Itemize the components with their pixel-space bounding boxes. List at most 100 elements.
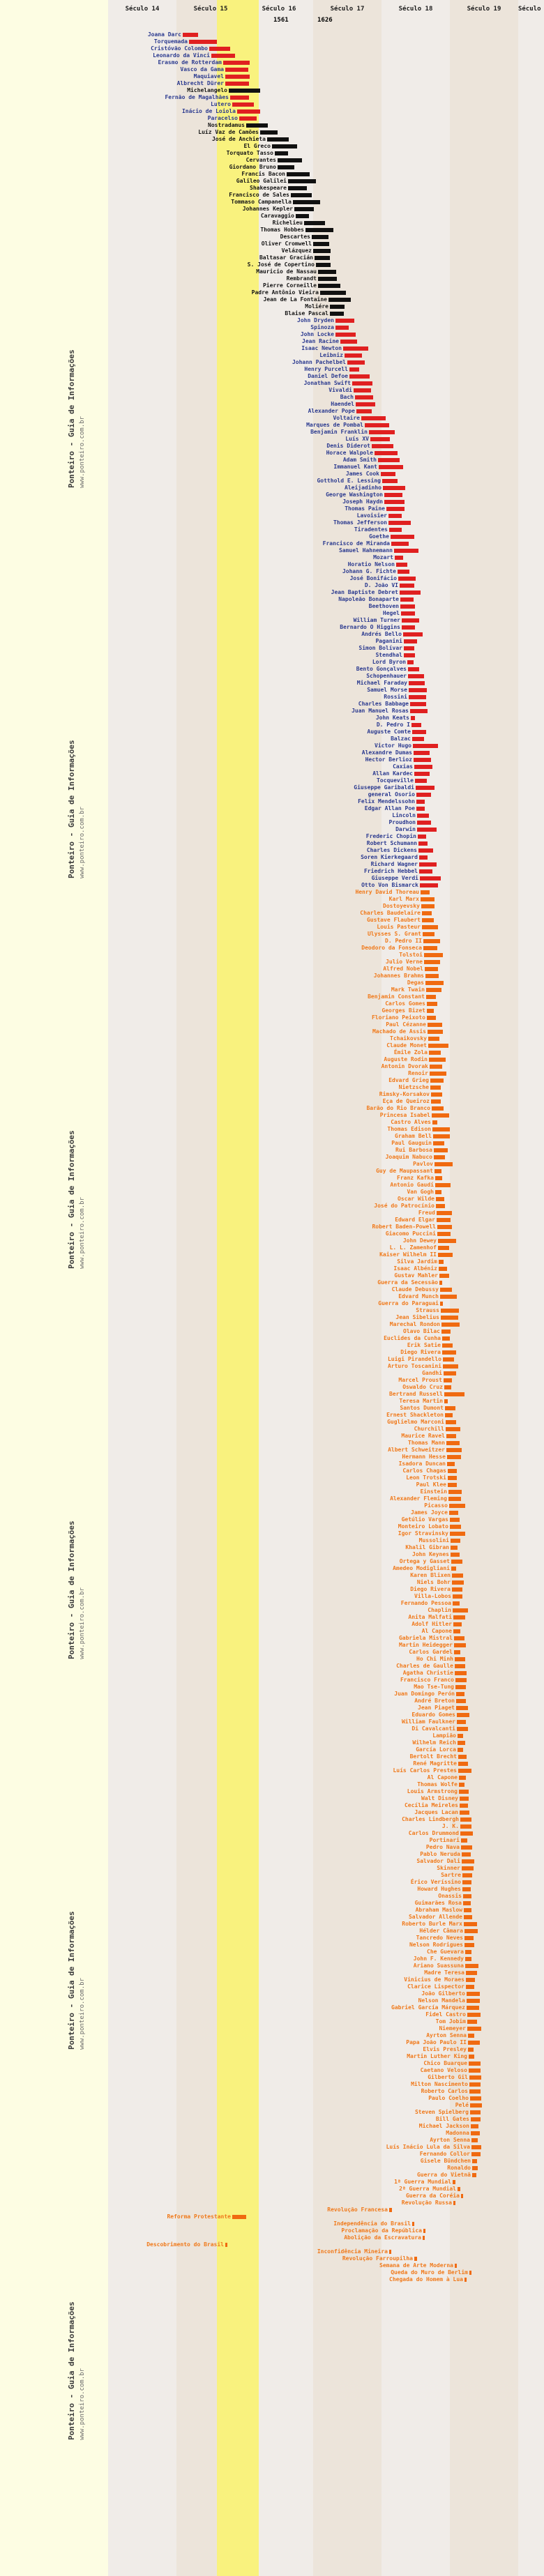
lifespan-bar[interactable] [452, 1580, 464, 1585]
lifespan-bar[interactable] [440, 1302, 443, 1306]
timeline-row[interactable]: James Cook [0, 471, 544, 478]
timeline-row[interactable]: Gandhi [0, 1370, 544, 1377]
lifespan-bar[interactable] [467, 1999, 480, 2003]
lifespan-bar[interactable] [458, 1755, 467, 1759]
timeline-row[interactable]: Joana Darc [0, 31, 544, 38]
lifespan-bar[interactable] [278, 158, 302, 162]
timeline-row[interactable]: Guerra da Coréia [0, 2193, 544, 2200]
lifespan-bar[interactable] [404, 646, 414, 650]
lifespan-bar[interactable] [438, 1253, 453, 1257]
lifespan-bar[interactable] [416, 793, 431, 797]
lifespan-bar[interactable] [445, 1406, 455, 1410]
lifespan-bar[interactable] [448, 1490, 462, 1494]
timeline-row[interactable]: Luigi Pirandello [0, 1356, 544, 1363]
lifespan-bar[interactable] [419, 862, 437, 867]
timeline-row[interactable]: D. Pedro II [0, 938, 544, 945]
lifespan-bar[interactable] [471, 2124, 478, 2128]
timeline-row[interactable]: Barão do Rio Branco [0, 1105, 544, 1112]
timeline-row[interactable]: Bertolt Brecht [0, 1753, 544, 1760]
lifespan-bar[interactable] [316, 263, 331, 267]
lifespan-bar[interactable] [320, 291, 346, 295]
lifespan-bar[interactable] [423, 2229, 425, 2233]
timeline-row[interactable]: Goethe [0, 533, 544, 540]
timeline-row[interactable]: Paracelso [0, 115, 544, 122]
timeline-row[interactable]: Edward Elgar [0, 1217, 544, 1224]
lifespan-bar[interactable] [464, 1929, 478, 1933]
lifespan-bar[interactable] [365, 423, 389, 427]
lifespan-bar[interactable] [448, 1483, 457, 1487]
lifespan-bar[interactable] [305, 228, 333, 232]
timeline-row[interactable]: Blaise Pascal [0, 310, 544, 317]
timeline-row[interactable]: Darwin [0, 826, 544, 833]
timeline-row[interactable]: Isaac Newton [0, 345, 544, 352]
lifespan-bar[interactable] [429, 1051, 441, 1055]
timeline-row[interactable]: Louis Armstrong [0, 1788, 544, 1795]
lifespan-bar[interactable] [443, 1357, 454, 1362]
timeline-row[interactable]: Tchaikovsky [0, 1035, 544, 1042]
lifespan-bar[interactable] [453, 1608, 468, 1613]
lifespan-bar[interactable] [414, 751, 430, 755]
timeline-row[interactable]: John Keynes [0, 1551, 544, 1558]
lifespan-bar[interactable] [408, 674, 424, 678]
timeline-row[interactable]: Descartes [0, 234, 544, 241]
timeline-row[interactable]: William Faulkner [0, 1718, 544, 1725]
lifespan-bar[interactable] [293, 200, 320, 204]
lifespan-bar[interactable] [454, 1643, 466, 1647]
lifespan-bar[interactable] [389, 2208, 392, 2212]
timeline-row[interactable]: George Washington [0, 491, 544, 498]
lifespan-bar[interactable] [433, 1141, 444, 1145]
lifespan-bar[interactable] [471, 2152, 481, 2156]
lifespan-bar[interactable] [447, 1455, 461, 1459]
lifespan-bar[interactable] [440, 1295, 457, 1299]
timeline-row[interactable]: Johannes Kepler [0, 206, 544, 213]
timeline-row[interactable]: Skinner [0, 1865, 544, 1872]
lifespan-bar[interactable] [437, 1218, 451, 1222]
lifespan-bar[interactable] [372, 444, 393, 448]
timeline-row[interactable]: Carlos Gomes [0, 1000, 544, 1007]
lifespan-bar[interactable] [460, 1804, 468, 1808]
timeline-row[interactable]: Marcel Proust [0, 1377, 544, 1384]
timeline-row[interactable]: Olavo Bilac [0, 1328, 544, 1335]
timeline-row[interactable]: Mao Tse-Tung [0, 1684, 544, 1691]
lifespan-bar[interactable] [453, 2180, 455, 2184]
lifespan-bar[interactable] [225, 82, 249, 86]
lifespan-bar[interactable] [469, 2068, 481, 2073]
timeline-row[interactable]: Baltasar Gracián [0, 254, 544, 261]
timeline-row[interactable]: Immanuel Kant [0, 464, 544, 471]
timeline-row[interactable]: Rui Barbosa [0, 1147, 544, 1154]
timeline-row[interactable]: Ulysses S. Grant [0, 931, 544, 938]
lifespan-bar[interactable] [441, 1309, 459, 1313]
lifespan-bar[interactable] [428, 1030, 443, 1034]
lifespan-bar[interactable] [446, 1441, 460, 1445]
lifespan-bar[interactable] [455, 1685, 466, 1689]
lifespan-bar[interactable] [356, 402, 375, 406]
lifespan-bar[interactable] [450, 1532, 465, 1536]
lifespan-bar[interactable] [304, 221, 325, 225]
timeline-row[interactable]: Anita Malfati [0, 1614, 544, 1621]
timeline-row[interactable]: Cecília Meireles [0, 1802, 544, 1809]
lifespan-bar[interactable] [443, 1364, 458, 1369]
lifespan-bar[interactable] [446, 1427, 460, 1431]
lifespan-bar[interactable] [453, 1594, 462, 1599]
timeline-row[interactable]: Igor Stravinsky [0, 1530, 544, 1537]
timeline-row[interactable]: Bertrand Russell [0, 1391, 544, 1398]
timeline-row[interactable]: Abolição da Escravatura [0, 2234, 544, 2241]
lifespan-bar[interactable] [437, 1211, 452, 1215]
timeline-row[interactable]: Ernest Shackleton [0, 1412, 544, 1419]
lifespan-bar[interactable] [413, 744, 438, 748]
timeline-row[interactable]: Érico Veríssino [0, 1879, 544, 1886]
lifespan-bar[interactable] [448, 1497, 461, 1501]
timeline-row[interactable]: André Breton [0, 1698, 544, 1705]
lifespan-bar[interactable] [455, 1664, 465, 1668]
timeline-row[interactable]: Ronaldo [0, 2165, 544, 2172]
timeline-row[interactable]: Hector Berlioz [0, 756, 544, 763]
timeline-row[interactable]: Van Gogh [0, 1189, 544, 1196]
lifespan-bar[interactable] [472, 2159, 477, 2163]
lifespan-bar[interactable] [424, 953, 443, 957]
timeline-row[interactable]: 1ª Guerra Mundial [0, 2179, 544, 2186]
lifespan-bar[interactable] [343, 346, 368, 351]
timeline-row[interactable]: João Gilberto [0, 1990, 544, 1997]
timeline-row[interactable]: Proclamação da República [0, 2227, 544, 2234]
timeline-row[interactable]: Horace Walpole [0, 450, 544, 457]
lifespan-bar[interactable] [444, 1378, 452, 1382]
